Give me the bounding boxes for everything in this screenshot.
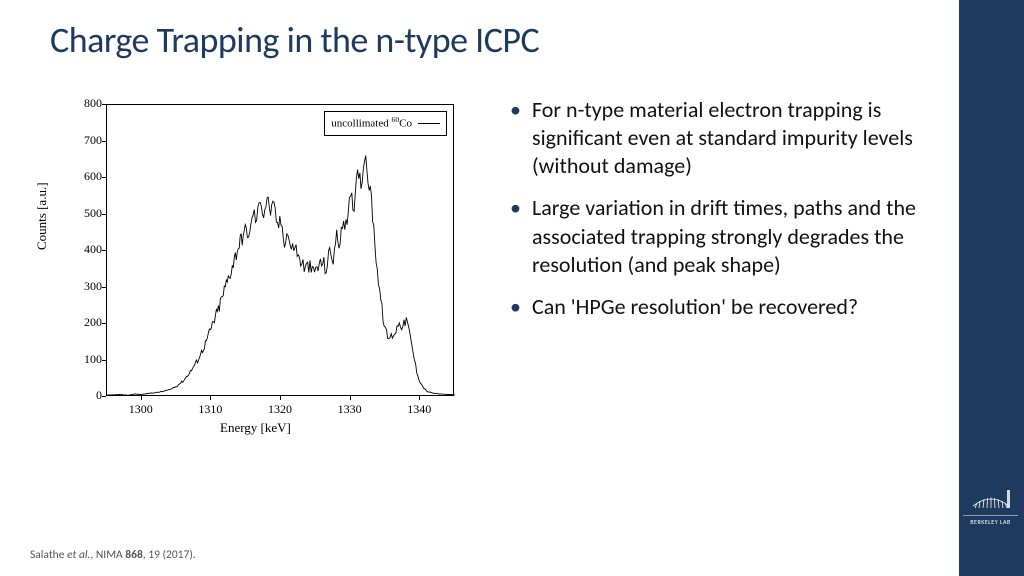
y-tick-label: 200 (78, 315, 102, 330)
bullet-item: Large variation in drift times, paths an… (510, 194, 930, 278)
bullet-item: For n-type material electron trapping is… (510, 96, 930, 180)
y-axis-label: Counts [a.u.] (34, 182, 50, 250)
bullet-item: Can 'HPGe resolution' be recovered? (510, 293, 930, 321)
x-tick-label: 1300 (121, 402, 161, 417)
x-axis-label: Energy [keV] (220, 420, 291, 436)
y-tick-label: 700 (78, 133, 102, 148)
y-tick-label: 600 (78, 169, 102, 184)
x-tick-label: 1310 (190, 402, 230, 417)
y-tick-label: 400 (78, 242, 102, 257)
y-tick-label: 800 (78, 96, 102, 111)
logo-text: BERKELEY LAB (963, 515, 1018, 526)
citation: Salathe et al., NIMA 868, 19 (2017). (30, 548, 196, 562)
spectrum-chart: uncollimated 60Co Counts [a.u.] Energy [… (40, 90, 480, 450)
x-tick-label: 1340 (399, 402, 439, 417)
y-tick-label: 100 (78, 352, 102, 367)
y-tick-label: 500 (78, 206, 102, 221)
x-tick-label: 1330 (330, 402, 370, 417)
lab-logo: BERKELEY LAB (963, 488, 1018, 536)
y-tick-label: 300 (78, 279, 102, 294)
chart-frame: uncollimated 60Co (106, 104, 454, 396)
x-tick-label: 1320 (260, 402, 300, 417)
y-tick-label: 0 (78, 388, 102, 403)
chart-svg (107, 105, 455, 397)
bullet-list: For n-type material electron trapping is… (510, 96, 930, 335)
logo-mark (963, 488, 1018, 513)
slide-title: Charge Trapping in the n-type ICPC (50, 18, 539, 62)
